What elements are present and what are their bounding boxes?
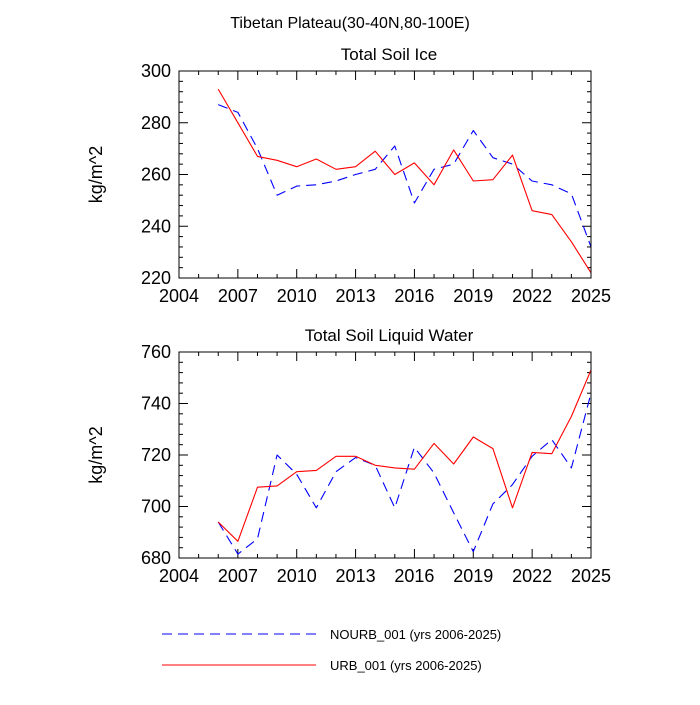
panel-total-soil-liquid-water: Total Soil Liquid Water kg/m^2 2004 2007 201… bbox=[86, 326, 611, 586]
panel-total-soil-ice: Total Soil Ice kg/m^2 2004 2007 2010 2013 2016… bbox=[86, 45, 611, 306]
x-tick-label: 2013 bbox=[336, 286, 376, 306]
x-tick-label: 2013 bbox=[336, 566, 376, 586]
x-tick-label: 2016 bbox=[394, 566, 434, 586]
y-tick-label: 760 bbox=[141, 342, 171, 362]
y-tick-label: 280 bbox=[141, 113, 171, 133]
y-tick-label: 300 bbox=[141, 61, 171, 81]
x-tick-label: 2025 bbox=[571, 566, 611, 586]
y-axis-label: kg/m^2 bbox=[86, 426, 106, 483]
y-tick-label: 720 bbox=[141, 445, 171, 465]
x-tick-label: 2016 bbox=[394, 286, 434, 306]
x-tick-label: 2019 bbox=[453, 286, 493, 306]
plot-frame bbox=[178, 70, 592, 279]
x-tick-label: 2004 bbox=[159, 566, 199, 586]
x-tick-label: 2010 bbox=[277, 286, 317, 306]
y-tick-label: 680 bbox=[141, 548, 171, 568]
figure-title: Tibetan Plateau(30-40N,80-100E) bbox=[230, 15, 470, 32]
series-line-nourb bbox=[217, 393, 592, 555]
x-tick-label: 2019 bbox=[453, 566, 493, 586]
x-tick-label: 2007 bbox=[218, 286, 258, 306]
y-tick-label: 260 bbox=[141, 165, 171, 185]
plot-frame bbox=[178, 351, 592, 559]
legend-label-nourb: NOURB_001 (yrs 2006-2025) bbox=[330, 627, 501, 642]
y-tick-label: 220 bbox=[141, 268, 171, 288]
series-line-urb bbox=[217, 88, 592, 274]
x-tick-label: 2007 bbox=[218, 566, 258, 586]
series-line-urb bbox=[217, 369, 592, 542]
x-tick-label: 2004 bbox=[159, 286, 199, 306]
y-tick-label: 740 bbox=[141, 394, 171, 414]
x-tick-label: 2025 bbox=[571, 286, 611, 306]
x-tick-label: 2010 bbox=[277, 566, 317, 586]
y-tick-label: 700 bbox=[141, 497, 171, 517]
panel-title: Total Soil Liquid Water bbox=[305, 326, 474, 345]
x-tick-label: 2022 bbox=[512, 566, 552, 586]
y-tick-label: 240 bbox=[141, 216, 171, 236]
series-line-nourb bbox=[217, 104, 592, 248]
y-axis-label: kg/m^2 bbox=[86, 146, 106, 203]
legend: NOURB_001 (yrs 2006-2025) URB_001 (yrs 2… bbox=[162, 627, 501, 673]
x-tick-label: 2022 bbox=[512, 286, 552, 306]
legend-label-urb: URB_001 (yrs 2006-2025) bbox=[330, 658, 482, 673]
panel-title: Total Soil Ice bbox=[341, 45, 437, 64]
